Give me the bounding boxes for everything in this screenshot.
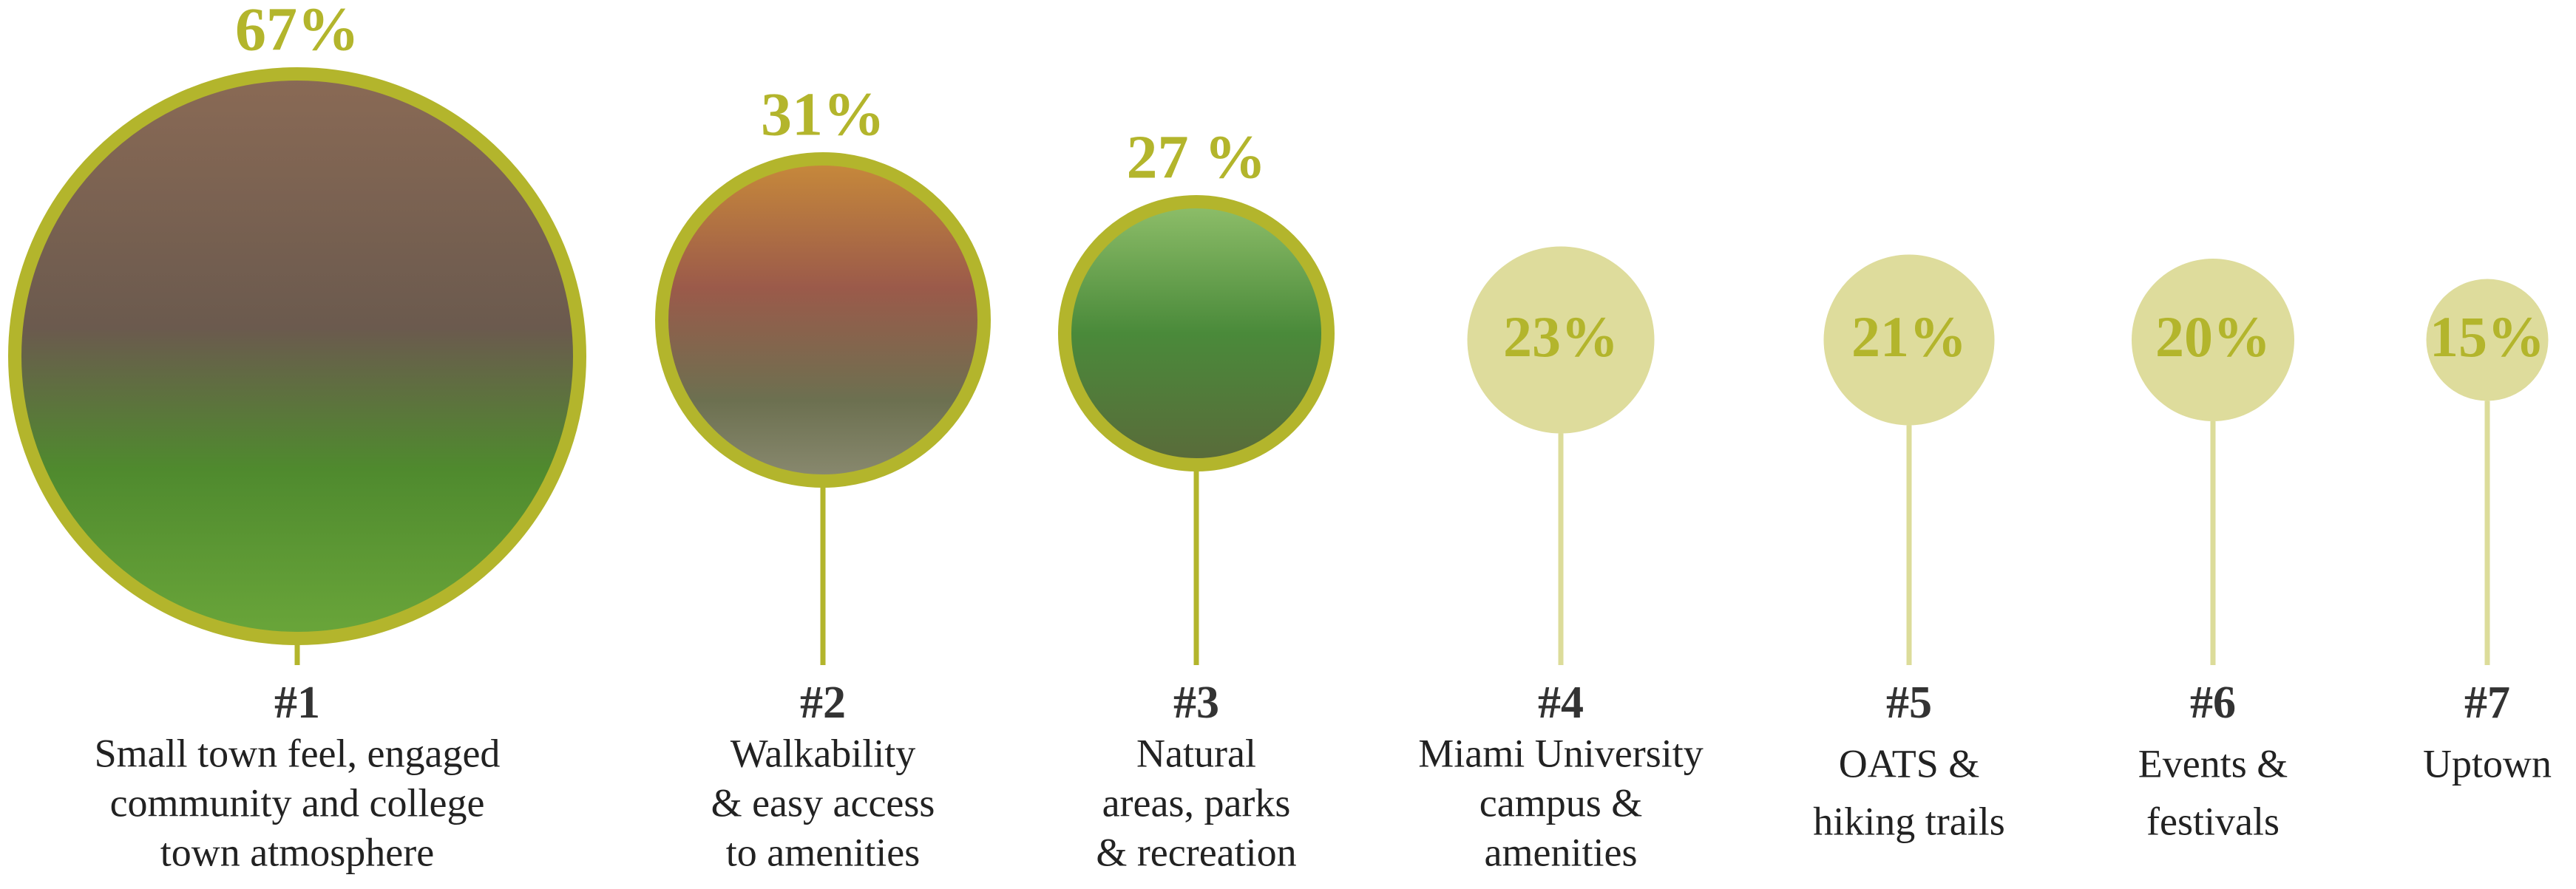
category-label: Natural bbox=[1136, 731, 1256, 775]
rank: #6 bbox=[2190, 678, 2236, 728]
percent-label: 20% bbox=[2155, 304, 2271, 369]
rank: #3 bbox=[1173, 678, 1219, 728]
photo-circle bbox=[655, 152, 991, 488]
category-label: town atmosphere bbox=[160, 830, 434, 874]
percent-label: 23% bbox=[1503, 304, 1619, 369]
category-label: Miami University bbox=[1418, 731, 1703, 775]
category-label: areas, parks bbox=[1102, 780, 1291, 825]
bubble bbox=[1823, 254, 1995, 426]
percent-label: 21% bbox=[1851, 304, 1967, 369]
photo-circle bbox=[8, 67, 586, 645]
category-label: amenities bbox=[1485, 830, 1638, 874]
rank: #1 bbox=[274, 678, 320, 728]
percent-label: 15% bbox=[2430, 304, 2545, 369]
percent-label: 31% bbox=[761, 80, 885, 149]
category-label: campus & bbox=[1479, 780, 1642, 825]
category-label: Events & bbox=[2138, 741, 2288, 786]
category-label: community and college bbox=[110, 780, 485, 825]
category-label: & recreation bbox=[1096, 830, 1296, 874]
rank: #4 bbox=[1538, 678, 1584, 728]
bubble bbox=[2132, 259, 2294, 421]
rank: #2 bbox=[800, 678, 846, 728]
rank: #5 bbox=[1886, 678, 1932, 728]
bubble bbox=[1467, 246, 1655, 434]
percent-label: 67% bbox=[235, 0, 359, 64]
category-label: to amenities bbox=[726, 830, 920, 874]
photo-circle bbox=[1058, 195, 1335, 471]
rank: #7 bbox=[2464, 678, 2510, 728]
category-label: Uptown bbox=[2423, 741, 2552, 786]
category-label: OATS & bbox=[1839, 741, 1980, 786]
category-label: hiking trails bbox=[1813, 799, 2004, 843]
bubble bbox=[2426, 279, 2549, 401]
category-label: Walkability bbox=[731, 731, 916, 775]
category-label: Small town feel, engaged bbox=[95, 731, 501, 775]
category-label: festivals bbox=[2146, 799, 2280, 843]
category-label: & easy access bbox=[711, 780, 935, 825]
percent-label: 27 % bbox=[1127, 123, 1267, 191]
